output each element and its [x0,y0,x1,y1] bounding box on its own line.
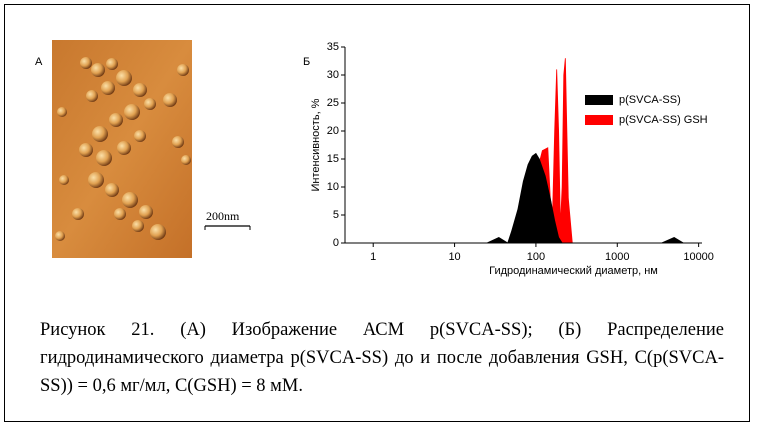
x-axis-label: Гидродинамический диаметр, нм [489,265,658,277]
y-axis-label: Интенсивность, % [310,98,322,191]
plot: 0 5 10 15 20 25 30 35 1 10 100 1000 10000 Гидродинами… [310,41,714,277]
y-tick-label: 20 [327,125,339,137]
figure-frame [4,4,750,422]
x-tick-label: 10000 [683,251,714,263]
y-tick-label: 30 [327,69,339,81]
area [517,58,573,244]
caption: Рисунок 21. (А) Изображение АСМ p(SVCA-S… [40,320,724,396]
x-tick-label: 100 [527,251,545,263]
area [486,152,685,244]
y-tick-label: 15 [327,153,339,165]
scale-bar-label: 200nm [206,209,240,223]
legend-label: p(SVCA-SS) [619,94,681,106]
y-tick-label: 5 [333,209,339,221]
legend-swatch [585,95,613,105]
y-tick-label: 35 [327,41,339,53]
x-tick-label: 10 [448,251,460,263]
x-tick-label: 1000 [605,251,629,263]
legend-swatch [585,115,613,125]
panel-label: А [35,56,43,68]
panel-label: Б [303,56,310,68]
figure: А 200nm Б 0 5 10 15 20 25 30 35 1 10 100 1000 10000 Г… [35,40,714,277]
afm-image: 200nm [52,40,251,258]
x-tick-label: 1 [370,251,376,263]
legend-label: p(SVCA-SS) GSH [619,114,708,126]
y-tick-label: 0 [333,237,339,249]
y-tick-label: 10 [327,181,339,193]
y-tick-label: 25 [327,97,339,109]
